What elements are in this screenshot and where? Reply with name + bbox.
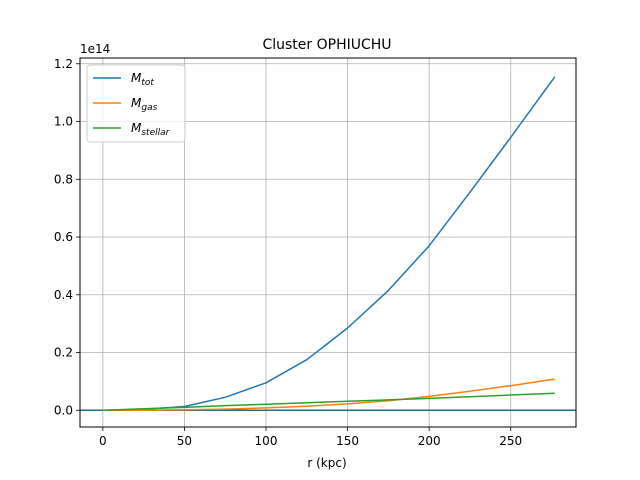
x-tick-label: 100 — [255, 434, 278, 448]
x-tick-label: 150 — [336, 434, 359, 448]
y-tick-label: 0.6 — [54, 230, 73, 244]
x-tick-label: 250 — [499, 434, 522, 448]
legend-box — [86, 64, 186, 143]
chart-title: Cluster OPHIUCHU — [262, 37, 391, 53]
y-tick-label: 0.8 — [54, 172, 73, 186]
legend-label: Mtot — [131, 71, 154, 88]
y-tick-label: 0.0 — [54, 403, 73, 417]
y-offset-label: 1e14 — [80, 42, 110, 56]
x-axis-label: r (kpc) — [307, 456, 346, 470]
plot-frame — [79, 57, 577, 428]
x-tick-label: 0 — [99, 434, 107, 448]
x-tick-label: 50 — [177, 434, 192, 448]
y-tick-label: 1.0 — [54, 115, 73, 129]
y-tick-label: 0.4 — [54, 288, 73, 302]
x-tick-label: 200 — [418, 434, 441, 448]
series-line-stellar — [102, 392, 555, 412]
legend: Mtot Mgas Mstellar — [86, 64, 186, 143]
tick-group: 0 50 100 150 200 250 0.0 0.2 0.4 0.6 0.8 1.0 1.2 — [54, 57, 522, 448]
series-group — [80, 76, 576, 412]
y-tick-label: 0.2 — [54, 346, 73, 360]
series-line-gas — [102, 378, 555, 412]
y-tick-label: 1.2 — [54, 57, 73, 71]
legend-label: Mgas — [131, 96, 158, 113]
legend-label: Mstellar — [131, 121, 171, 138]
